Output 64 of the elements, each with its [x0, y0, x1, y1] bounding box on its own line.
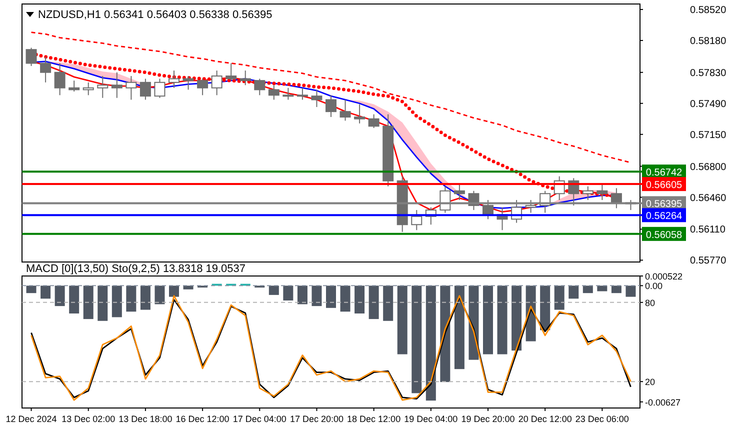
x-tick-label: 13 Dec 18:00 [118, 414, 172, 424]
candlestick [368, 114, 380, 128]
candlestick [211, 70, 222, 96]
candlestick [596, 183, 608, 201]
candlestick [582, 186, 594, 201]
x-tick-label: 17 Dec 20:00 [290, 414, 344, 424]
candlestick [197, 78, 208, 96]
candlestick [254, 78, 266, 96]
y-tick-label: 0.57830 [690, 68, 727, 79]
candlestick [154, 78, 166, 98]
x-tick-label: 19 Dec 04:00 [404, 414, 458, 424]
x-tick-label: 20 Dec 12:00 [518, 414, 572, 424]
y-tick-label: 0.56110 [690, 224, 726, 236]
candlestick [111, 72, 122, 98]
x-tick-label: 17 Dec 04:00 [232, 414, 286, 424]
y2-tick-label: 20 [645, 377, 656, 388]
ref-line-label: 0.56395 [646, 199, 683, 210]
x-tick-label: 18 Dec 12:00 [347, 414, 401, 424]
candlestick [411, 210, 422, 231]
candlestick [54, 62, 66, 96]
candlestick [525, 200, 536, 214]
y-tick-label: 0.000522 [645, 272, 683, 282]
x-tick-label: 13 Dec 02:00 [62, 414, 116, 424]
ref-line-label: 0.56058 [646, 230, 683, 241]
candlestick [610, 188, 622, 209]
candlestick [82, 82, 94, 96]
chart-title: MACD [0](13,50) Sto(9,2,5) 13.8318 19.0537 [26, 263, 246, 275]
x-tick-label: 12 Dec 2024 [6, 414, 57, 424]
x-tick-label: 23 Dec 06:00 [575, 414, 629, 424]
candlestick [282, 87, 294, 100]
chart-title: NZDUSD,H1 0.56341 0.56403 0.56338 0.56395 [38, 9, 272, 21]
y-tick-label: 0.57150 [690, 130, 727, 141]
candlestick [311, 89, 322, 108]
candlestick [296, 87, 308, 100]
y-tick-label: 0.56800 [690, 162, 727, 173]
candlestick [326, 94, 336, 118]
candlestick [140, 78, 151, 100]
candlestick [240, 70, 251, 86]
y-tick-label: -0.00627 [645, 397, 681, 408]
candlestick [454, 183, 465, 201]
y-tick-label: 0.58520 [690, 4, 727, 16]
candlestick [268, 84, 280, 100]
candlestick [226, 62, 237, 82]
y-tick-label: 0.55770 [690, 256, 727, 267]
candlestick [40, 56, 52, 83]
candlestick [68, 80, 80, 92]
candlestick [126, 76, 137, 100]
ref-line-label: 0.56742 [646, 168, 683, 179]
candlestick [168, 70, 180, 88]
x-tick-label: 16 Dec 12:00 [176, 414, 230, 424]
ref-line-label: 0.56605 [646, 180, 683, 192]
y-tick-label: 0.56460 [690, 192, 727, 204]
y-tick-label: 0.58180 [690, 36, 727, 47]
candlestick [182, 76, 194, 90]
candlestick [26, 47, 37, 66]
ref-line-label: 0.56264 [646, 211, 683, 222]
candlestick [354, 104, 366, 124]
y-tick-label: 0.57490 [690, 98, 727, 110]
candlestick [482, 200, 494, 220]
y2-tick-label: 80 [645, 298, 656, 308]
y-tick-label: 0.00 [645, 281, 663, 292]
x-tick-label: 19 Dec 20:00 [461, 414, 515, 424]
candlestick [340, 99, 351, 122]
candlestick [97, 76, 108, 98]
